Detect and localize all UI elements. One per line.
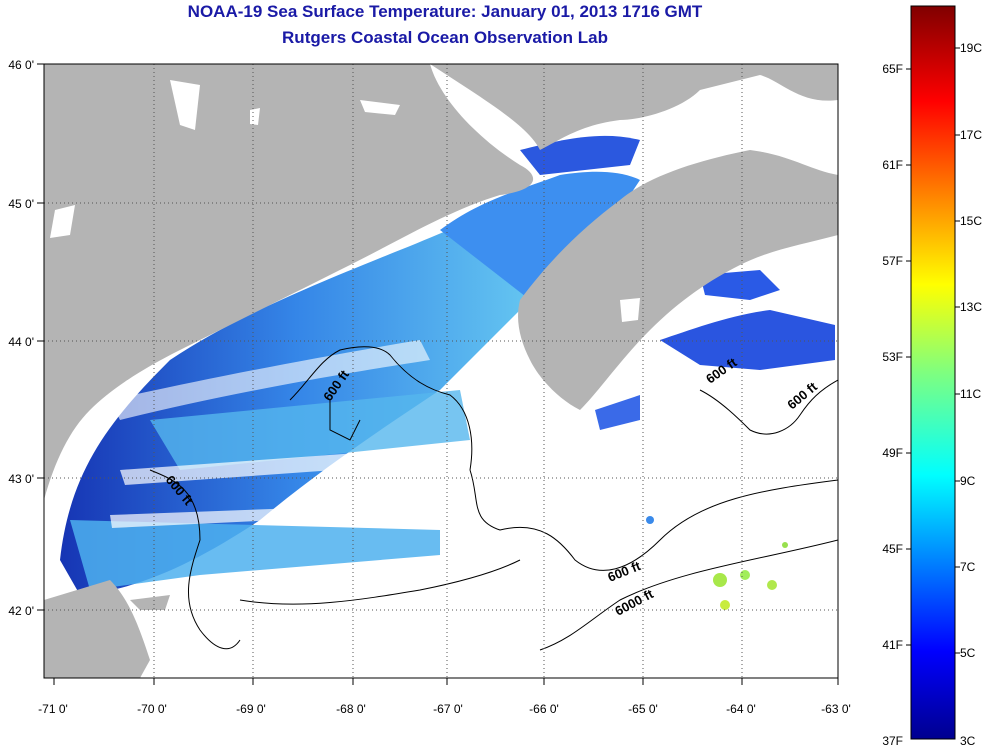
colorbar-c-label: 5C (960, 646, 976, 660)
latitude-labels: 46 0' 45 0' 44 0' 43 0' 42 0' (8, 58, 34, 618)
colorbar-f-label: 57F (882, 254, 903, 268)
colorbar-c-label: 15C (960, 214, 982, 228)
colorbar-ticks (906, 47, 960, 654)
colorbar-f-label: 37F (882, 734, 903, 748)
colorbar-c-label: 3C (960, 734, 976, 748)
colorbar-c-label: 11C (960, 387, 981, 401)
colorbar-f-label: 53F (882, 350, 903, 364)
colorbar-f-label: 41F (882, 638, 903, 652)
colorbar-f-label: 65F (882, 62, 903, 76)
lon-label: -69 0' (236, 702, 266, 716)
lon-label: -70 0' (137, 702, 167, 716)
colorbar-f-label: 61F (882, 158, 903, 172)
colorbar-f-label: 49F (882, 446, 903, 460)
map-subtitle: Rutgers Coastal Ocean Observation Lab (282, 28, 608, 47)
longitude-labels: -71 0' -70 0' -69 0' -68 0' -67 0' -66 0… (38, 702, 851, 716)
lon-label: -66 0' (529, 702, 559, 716)
sst-data-layer (60, 135, 835, 610)
lat-label: 44 0' (8, 335, 34, 349)
bathymetry-contours (149, 346, 838, 651)
map-title: NOAA-19 Sea Surface Temperature: January… (187, 2, 703, 21)
colorbar-c-label: 9C (960, 474, 976, 488)
celsius-labels: 19C 17C 15C 13C 11C 9C 7C 5C 3C (960, 41, 982, 748)
colorbar-c-label: 19C (960, 41, 982, 55)
lat-label: 42 0' (8, 604, 34, 618)
land-layer (44, 64, 838, 678)
graticule (44, 64, 838, 678)
axis-ticks (37, 63, 839, 685)
map-frame (43, 63, 839, 679)
colorbar-c-label: 13C (960, 300, 982, 314)
lon-label: -64 0' (726, 702, 756, 716)
lon-label: -63 0' (821, 702, 851, 716)
fahrenheit-labels: 65F 61F 57F 53F 49F 45F 41F 37F (882, 62, 903, 748)
colorbar-f-label: 45F (882, 542, 903, 556)
lon-label: -67 0' (433, 702, 463, 716)
lakes-layer (50, 80, 640, 322)
lat-label: 46 0' (8, 58, 34, 72)
colorbar-c-label: 7C (960, 560, 976, 574)
lon-label: -65 0' (628, 702, 658, 716)
temperature-colorbar (910, 5, 956, 740)
lon-label: -68 0' (336, 702, 366, 716)
colorbar-c-label: 17C (960, 128, 982, 142)
lon-label: -71 0' (38, 702, 68, 716)
lat-label: 43 0' (8, 472, 34, 486)
lat-label: 45 0' (8, 197, 34, 211)
